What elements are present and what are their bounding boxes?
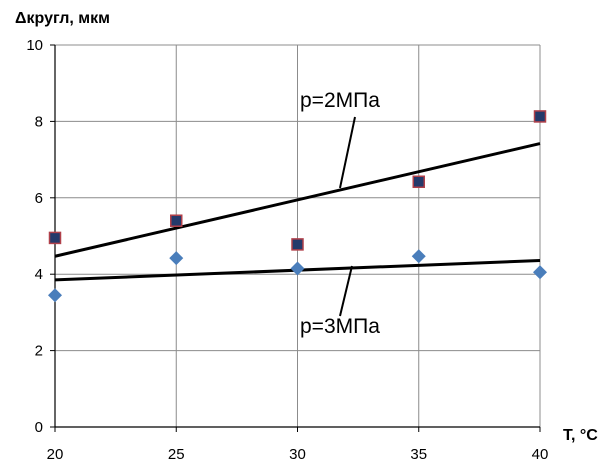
y-tick-label: 2 <box>35 343 43 360</box>
y-tick-label: 8 <box>35 113 43 130</box>
data-point-square <box>48 231 62 245</box>
data-point-diamond <box>48 288 62 303</box>
x-tick-label: 35 <box>410 446 427 463</box>
y-axis-title: Δкругл, мкм <box>15 10 110 27</box>
annotation-leader-line <box>339 265 353 317</box>
data-point-diamond <box>411 249 426 264</box>
y-tick-label: 0 <box>35 419 43 436</box>
data-point-square <box>533 110 547 123</box>
x-tick-label: 30 <box>289 446 306 463</box>
annotations: p=2МПа p=3МПа <box>300 89 380 338</box>
data-point-diamond <box>533 265 547 280</box>
y-tick-label: 6 <box>35 190 43 207</box>
annotation-leader-line <box>339 116 356 189</box>
x-axis-title: T, °C <box>563 427 598 444</box>
data-points <box>48 110 547 303</box>
grid <box>55 44 541 427</box>
trendline-series-1 <box>54 142 541 258</box>
annotation-label: p=2МПа <box>300 89 380 112</box>
x-tick-label: 40 <box>532 446 549 463</box>
x-tick-label: 20 <box>47 446 64 463</box>
data-point-diamond <box>169 251 184 266</box>
data-point-square <box>291 238 304 251</box>
y-tick-label: 10 <box>26 37 43 54</box>
x-tick-label: 25 <box>168 446 185 463</box>
annotation-label: p=3МПа <box>300 315 380 338</box>
tick-labels: 0 2 4 6 8 10 20 25 30 35 40 <box>26 37 548 463</box>
y-tick-label: 4 <box>35 266 43 283</box>
data-point-square <box>412 175 425 189</box>
data-point-diamond <box>290 261 305 276</box>
data-point-square <box>170 214 183 227</box>
